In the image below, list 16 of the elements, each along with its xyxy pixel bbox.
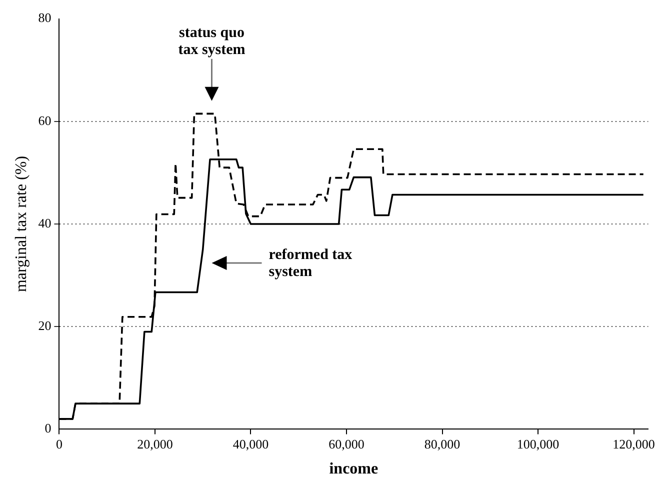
y-tick-label: 40	[38, 215, 52, 230]
x-tick-label: 120,000	[612, 436, 655, 452]
x-tick-label: 0	[56, 436, 62, 452]
y-axis-title: marginal tax rate (%)	[12, 156, 30, 292]
annotation: reformed tax system	[268, 246, 353, 280]
x-axis-title: income	[329, 460, 378, 478]
x-tick-label: 60,000	[328, 436, 364, 452]
y-tick-label: 0	[44, 420, 52, 436]
x-tick-label: 100,000	[516, 436, 560, 452]
x-tick-label: 40,000	[232, 436, 269, 452]
x-tick-label: 20,000	[137, 436, 173, 452]
x-tick-label: 80,000	[424, 436, 460, 452]
y-tick-label: 80	[38, 10, 52, 26]
y-tick-label: 20	[38, 318, 52, 334]
y-tick-label: 60	[38, 112, 52, 128]
annotation: status quo tax system	[178, 24, 246, 58]
